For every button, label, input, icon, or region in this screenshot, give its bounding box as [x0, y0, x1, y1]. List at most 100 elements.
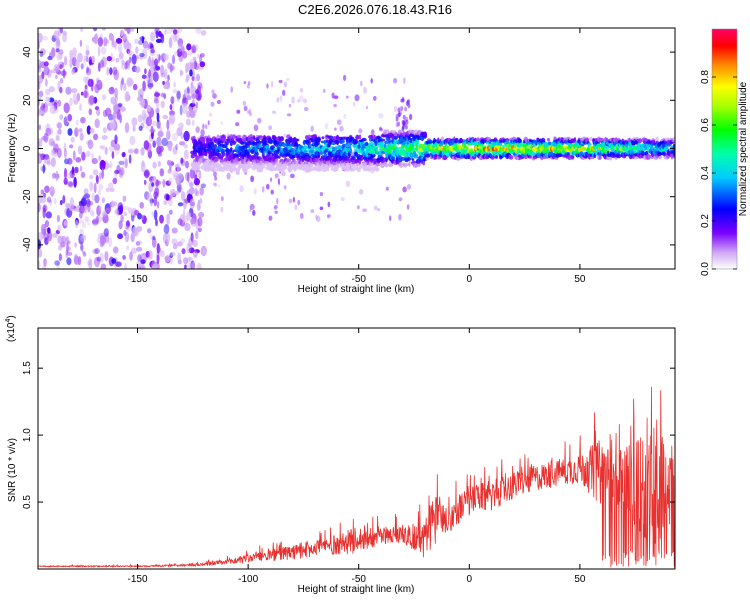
spectrogram-cell — [650, 145, 654, 151]
spectrogram-cell — [335, 164, 340, 170]
spectrogram-cell — [220, 120, 223, 125]
spectrogram-cell — [195, 165, 201, 171]
spectrogram-cell — [129, 251, 133, 261]
spectrogram-cell — [353, 143, 357, 149]
spectrogram-cell — [285, 77, 290, 82]
spectrogram-cell — [74, 242, 77, 248]
spectrogram-cell — [40, 189, 44, 195]
spectrogram-cell — [139, 266, 146, 269]
spectrogram-cell — [378, 152, 382, 156]
spectrogram-ytick-label: 0 — [22, 145, 33, 151]
spectrogram-cell — [88, 108, 93, 116]
spectrogram-cell — [53, 64, 60, 71]
colorbar-tick-label: 0.8 — [700, 70, 711, 84]
spectrogram-cell — [74, 127, 79, 137]
spectrogram-cell — [139, 201, 144, 209]
spectrogram-cell — [457, 144, 462, 151]
spectrogram-cell — [38, 138, 43, 148]
spectrogram-cell — [41, 71, 45, 80]
spectrogram-cell — [278, 167, 283, 173]
spectrogram-cell — [385, 163, 389, 168]
spectrogram-cell — [176, 127, 182, 137]
spectrogram-cell — [579, 151, 584, 156]
spectrogram-cell — [425, 154, 431, 158]
spectrogram-cell — [225, 142, 229, 146]
spectrogram-cell — [344, 160, 349, 164]
spectrogram-cell — [185, 171, 190, 182]
spectrogram-cell — [266, 83, 269, 89]
spectrogram-cell — [157, 247, 162, 252]
spectrogram-cell — [80, 116, 86, 124]
spectrogram-cell — [108, 237, 113, 248]
spectrogram-cell — [186, 74, 190, 82]
spectrogram-cell — [42, 35, 49, 41]
spectrogram-cell — [250, 175, 255, 183]
spectrogram-cell — [53, 197, 57, 205]
spectrogram-cell — [342, 74, 347, 81]
spectrogram-cell — [168, 199, 173, 207]
spectrogram-cell — [202, 123, 205, 130]
spectrogram-cell — [112, 66, 118, 76]
spectrogram-cell — [530, 150, 535, 157]
spectrogram-cell — [131, 247, 138, 254]
spectrogram-cell — [85, 67, 92, 76]
spectrogram-cell — [137, 254, 142, 262]
spectrogram-cell — [59, 64, 63, 70]
spectrogram-cell — [340, 151, 343, 157]
spectrogram-cell — [209, 165, 213, 172]
spectrogram-cell — [236, 109, 241, 114]
spectrogram-cell — [74, 166, 79, 174]
spectrogram-cell — [160, 100, 165, 109]
spectrogram-cell — [159, 168, 165, 177]
spectrogram-cell — [310, 209, 315, 214]
spectrogram-cell — [192, 99, 195, 105]
spectrogram-cell — [101, 210, 107, 218]
spectrogram-cell — [115, 261, 122, 268]
spectrogram-cell — [140, 259, 146, 265]
spectrogram-cell — [237, 134, 242, 139]
spectrogram-cell — [178, 122, 184, 128]
spectrogram-cell — [139, 52, 145, 58]
spectrogram-cell — [118, 160, 125, 166]
spectrogram-cell — [45, 88, 51, 96]
spectrogram-cell — [96, 237, 102, 244]
spectrogram-cell — [57, 235, 63, 245]
spectrogram-cell — [84, 216, 89, 222]
spectrogram-cell — [662, 143, 666, 148]
spectrogram-cell — [651, 139, 656, 144]
spectrogram-cell — [105, 207, 111, 213]
spectrogram-cell — [154, 58, 159, 67]
spectrogram-cell — [247, 144, 251, 148]
spectrogram-cell — [611, 148, 616, 152]
spectrogram-cell — [249, 208, 252, 213]
spectrogram-cell — [165, 180, 171, 186]
spectrogram-cell — [123, 229, 127, 236]
spectrogram-cell — [131, 54, 137, 65]
spectrogram-cell — [309, 166, 315, 171]
spectrogram-cell — [57, 122, 62, 130]
spectrogram-cell — [43, 192, 46, 198]
spectrogram-cell — [324, 123, 329, 130]
spectrogram-cell — [170, 34, 177, 40]
spectrogram-cell — [180, 157, 184, 164]
spectrogram-cell — [93, 182, 97, 194]
spectrogram-cell — [485, 141, 490, 145]
spectrogram-cell — [427, 139, 434, 144]
spectrogram-cell — [190, 218, 195, 225]
spectrogram-cell — [213, 171, 217, 177]
spectrogram-cell — [533, 146, 537, 150]
spectrogram-cell — [199, 186, 204, 196]
spectrogram-cell — [343, 113, 347, 119]
spectrogram-cell — [101, 135, 108, 140]
spectrogram-cell — [124, 91, 130, 102]
spectrogram-cell — [85, 150, 91, 158]
spectrogram-cell — [150, 201, 153, 206]
spectrogram-cell — [634, 153, 638, 157]
spectrogram-cell — [96, 108, 101, 116]
spectrogram-cell — [355, 136, 360, 139]
spectrogram-cell — [195, 230, 199, 240]
spectrogram-cell — [247, 110, 250, 114]
spectrogram-cell — [191, 234, 194, 245]
spectrogram-cell — [123, 211, 128, 216]
spectrogram-cell — [162, 80, 165, 86]
